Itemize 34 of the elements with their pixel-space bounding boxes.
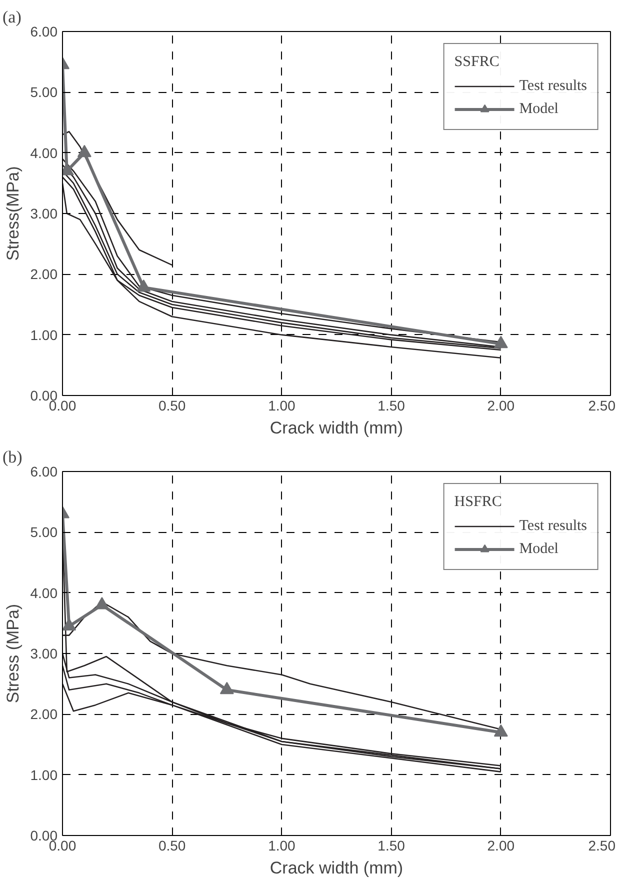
y-tick-label: 5.00 xyxy=(30,84,58,100)
y-tick-label: 3.00 xyxy=(30,206,58,222)
y-tick-label: 3.00 xyxy=(30,646,58,662)
x-tick-label: 0.50 xyxy=(158,838,186,854)
y-axis-title: Stress (MPa) xyxy=(3,604,22,704)
legend-label: Test results xyxy=(519,518,587,534)
x-tick-label: 1.50 xyxy=(378,838,406,854)
x-axis-title: Crack width (mm) xyxy=(270,418,404,438)
chart-title: (a) xyxy=(2,8,22,26)
y-axis-title: Stress(MPa) xyxy=(3,166,22,261)
y-tick-label: 1.00 xyxy=(30,766,58,783)
legend-label: Test results xyxy=(519,78,587,94)
legend-label: Model xyxy=(519,100,558,118)
y-tick-label: 4.00 xyxy=(30,584,58,601)
y-tick-label: 2.00 xyxy=(30,266,58,282)
x-tick-label: 0.50 xyxy=(158,398,186,414)
x-tick-label: 1.50 xyxy=(378,398,406,414)
legend-title: SSFRC xyxy=(454,54,500,71)
y-tick-label: 6.00 xyxy=(30,24,58,40)
y-tick-label: 4.00 xyxy=(30,144,58,161)
x-tick-label: 1.00 xyxy=(268,838,296,854)
x-tick-label: 2.50 xyxy=(588,838,616,854)
chart-title: (b) xyxy=(2,448,22,466)
x-tick-label: 2.00 xyxy=(487,398,515,414)
x-tick-label: 2.50 xyxy=(588,398,616,414)
x-axis-title: Crack width (mm) xyxy=(270,858,404,878)
y-tick-label: 1.00 xyxy=(30,326,58,343)
legend-title: HSFRC xyxy=(454,494,503,511)
x-tick-label: 1.00 xyxy=(268,398,296,414)
x-tick-label: 2.00 xyxy=(487,838,515,854)
legend-label: Model xyxy=(519,540,558,558)
y-tick-label: 5.00 xyxy=(30,524,58,540)
y-tick-label: 2.00 xyxy=(30,706,58,722)
y-tick-label: 6.00 xyxy=(30,464,58,480)
